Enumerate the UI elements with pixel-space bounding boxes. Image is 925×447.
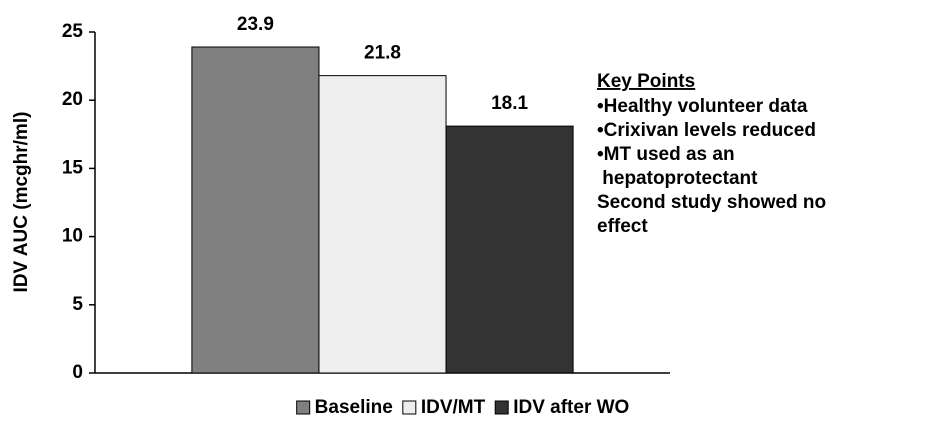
legend: Baseline IDV/MT IDV after WO: [296, 397, 629, 418]
bar: [445, 125, 574, 374]
data-label: 21.8: [364, 43, 401, 64]
legend-label: IDV after WO: [513, 397, 629, 418]
key-points-title: Key Points: [597, 71, 695, 92]
y-tick-label: 20: [62, 89, 83, 110]
legend-label: Baseline: [315, 397, 393, 418]
y-axis-label: IDV AUC (mcghr/ml): [11, 112, 32, 293]
key-point-line: hepatoprotectant: [597, 168, 758, 189]
bar: [191, 46, 320, 374]
legend-swatch: [494, 400, 509, 415]
y-tick-label: 25: [62, 21, 84, 42]
bar: [318, 75, 447, 374]
key-point-line: effect: [597, 216, 648, 237]
legend-swatch: [296, 400, 311, 415]
legend-swatch: [402, 400, 417, 415]
y-tick-label: 15: [62, 157, 84, 178]
legend-label: IDV/MT: [421, 397, 486, 418]
y-tick-label: 5: [72, 294, 83, 315]
key-point-line: •MT used as an: [597, 144, 735, 165]
key-point-line: •Crixivan levels reduced: [597, 120, 816, 141]
y-tick-label: 10: [62, 226, 83, 247]
key-point-line: Second study showed no: [597, 192, 826, 213]
key-point-line: •Healthy volunteer data: [597, 96, 808, 117]
data-label: 18.1: [491, 93, 528, 114]
data-label: 23.9: [237, 14, 274, 35]
y-tick-label: 0: [72, 362, 83, 383]
